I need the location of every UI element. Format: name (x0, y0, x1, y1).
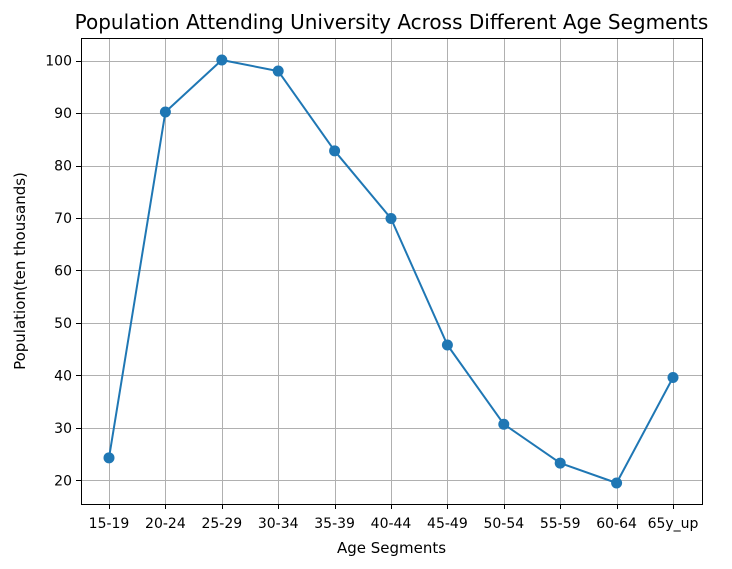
x-tick-label: 35-39 (314, 516, 355, 532)
data-point (611, 477, 623, 489)
y-tick-label: 30 (54, 421, 72, 437)
y-tick-label: 100 (45, 54, 72, 70)
y-tick-label: 90 (54, 106, 72, 122)
x-tick-label: 25-29 (201, 516, 242, 532)
x-tick-label: 65y_up (648, 516, 699, 532)
data-point (385, 213, 397, 225)
y-tick-label: 50 (54, 316, 72, 332)
y-tick-label: 20 (54, 473, 72, 489)
x-tick-label: 20-24 (145, 516, 186, 532)
data-point (272, 65, 284, 77)
data-point (667, 372, 679, 384)
data-point (103, 452, 115, 464)
x-tick-label: 55-59 (540, 516, 581, 532)
grid (81, 38, 702, 504)
chart-title: Population Attending University Across D… (75, 10, 709, 34)
x-tick-label: 30-34 (258, 516, 299, 532)
data-point (554, 457, 566, 469)
data-point (329, 145, 341, 157)
series-layer (103, 54, 679, 489)
x-tick-label: 50-54 (483, 516, 524, 532)
y-tick-label: 70 (54, 211, 72, 227)
data-point (441, 339, 453, 351)
y-tick-label: 60 (54, 263, 72, 279)
x-tick-label: 45-49 (427, 516, 468, 532)
y-tick-label: 80 (54, 159, 72, 175)
x-axis-label: Age Segments (337, 539, 446, 557)
data-point (159, 106, 171, 118)
x-tick-label: 40-44 (371, 516, 412, 532)
data-point (216, 54, 228, 66)
y-axis-label: Population(ten thousands) (11, 172, 29, 370)
x-tick-label: 15-19 (89, 516, 130, 532)
y-tick-label: 40 (54, 368, 72, 384)
axis-ticks: 15-19 20-24 25-29 30-34 35-39 40-44 45-49 50-54… (45, 54, 698, 532)
x-tick-label: 60-64 (596, 516, 637, 532)
data-point (498, 418, 510, 430)
